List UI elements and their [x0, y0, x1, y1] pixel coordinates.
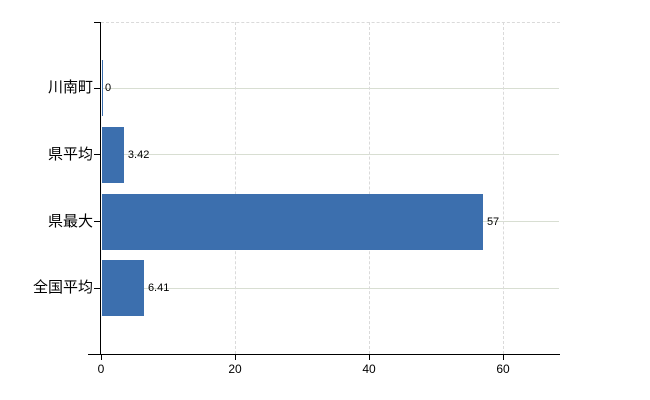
y-axis-tick: [94, 21, 101, 23]
x-axis-tick: [100, 355, 102, 360]
bar: [101, 60, 103, 116]
y-axis-line: [100, 22, 101, 354]
category-label: 県最大: [47, 212, 93, 230]
x-tick-label: 20: [228, 362, 242, 376]
bar-value-label: 3.42: [127, 148, 150, 161]
x-axis-tick: [502, 355, 504, 360]
bar-value-label: 57: [486, 215, 500, 228]
bar: [101, 260, 145, 317]
category-label: 全国平均: [32, 279, 93, 297]
y-axis-tick: [94, 87, 101, 89]
v-gridline: [234, 22, 236, 354]
bar-value-label: 6.41: [147, 282, 170, 295]
h-gridline: [102, 87, 559, 89]
x-tick-label: 0: [97, 362, 105, 376]
bar: [101, 126, 125, 183]
y-axis-tick: [94, 287, 101, 289]
y-axis-tick: [94, 154, 101, 156]
x-axis-tick: [234, 355, 236, 360]
y-axis-tick: [94, 221, 101, 223]
plot-top-border: [101, 22, 560, 23]
bar: [101, 193, 484, 250]
category-label: 県平均: [47, 145, 93, 163]
v-gridline: [502, 22, 504, 354]
category-label: 川南町: [47, 79, 93, 96]
h-gridline: [102, 287, 559, 289]
h-gridline: [102, 154, 559, 156]
v-gridline: [368, 22, 370, 354]
x-tick-label: 40: [362, 362, 376, 376]
x-axis-tick: [368, 355, 370, 360]
bar-value-label: 0: [105, 82, 112, 94]
x-axis-line: [88, 354, 560, 355]
x-tick-label: 60: [496, 362, 510, 376]
